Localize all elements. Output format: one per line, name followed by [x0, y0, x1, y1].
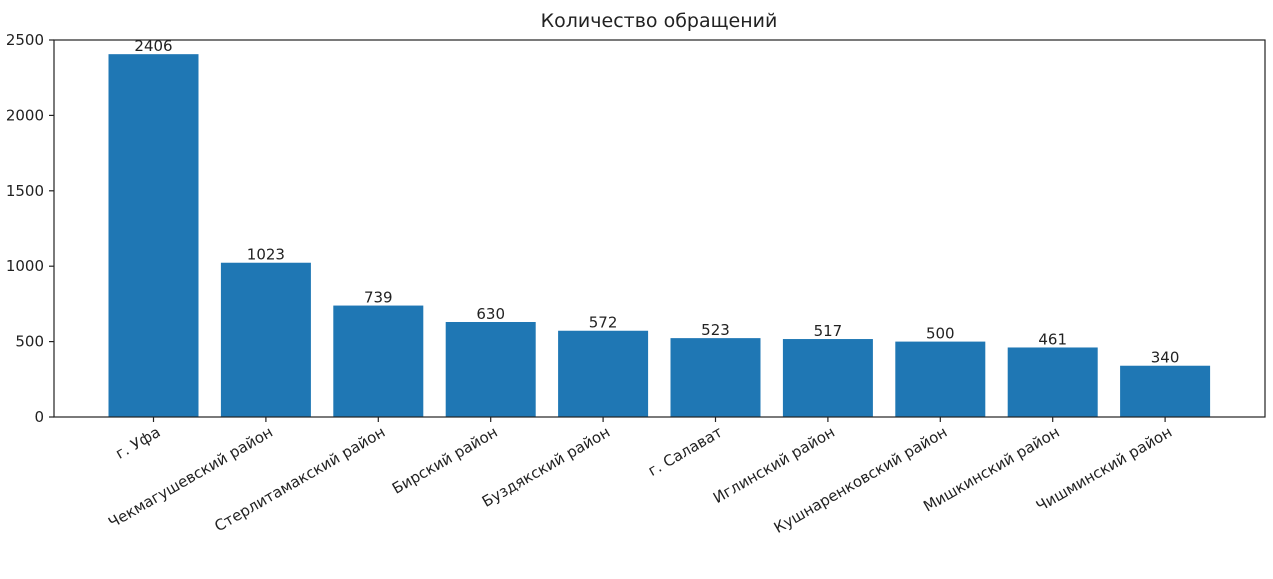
bar [445, 321, 536, 417]
y-tick-label: 2500 [6, 31, 44, 49]
bar-value-label: 500 [926, 325, 955, 343]
bar-value-label: 517 [814, 322, 843, 340]
bar-value-label: 572 [589, 314, 618, 332]
chart-title: Количество обращений [541, 10, 778, 32]
bar-value-label: 2406 [134, 37, 172, 55]
bar-value-label: 1023 [247, 246, 285, 264]
bar-value-label: 523 [701, 321, 730, 339]
bar [1007, 347, 1098, 417]
bar [1120, 365, 1211, 417]
bar [895, 341, 986, 417]
y-tick-label: 0 [34, 408, 44, 426]
x-category-label: г. Уфа [112, 423, 163, 463]
y-tick-label: 2000 [6, 106, 44, 124]
bar [108, 54, 199, 417]
y-axis: 0 500 1000 1500 2000 2500 [6, 31, 54, 426]
bar-value-label: 739 [364, 289, 393, 307]
bars [108, 54, 1211, 417]
plot-frame [53, 39, 1266, 418]
y-tick-label: 1000 [6, 257, 44, 275]
bar-value-label: 461 [1038, 330, 1067, 348]
y-tick-label: 500 [15, 333, 44, 351]
bar [670, 338, 761, 417]
bar [558, 330, 649, 417]
x-category-label: Бирский район [389, 423, 501, 498]
data-labels: 2406 1023 739 630 572 523 517 500 461 340 [134, 37, 1179, 367]
bar [220, 262, 311, 417]
y-tick-label: 1500 [6, 182, 44, 200]
x-category-label: г. Салават [645, 423, 726, 480]
bar-value-label: 340 [1151, 349, 1180, 367]
bar-value-label: 630 [476, 305, 505, 323]
bar [333, 305, 424, 417]
bar [782, 339, 873, 417]
